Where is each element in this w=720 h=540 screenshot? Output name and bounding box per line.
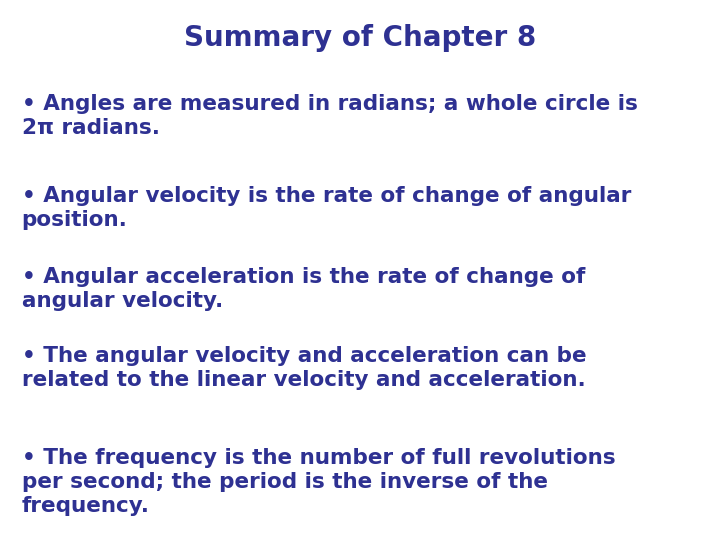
Text: • Angular acceleration is the rate of change of
angular velocity.: • Angular acceleration is the rate of ch…	[22, 267, 585, 311]
Text: • Angular velocity is the rate of change of angular
position.: • Angular velocity is the rate of change…	[22, 186, 631, 230]
Text: Summary of Chapter 8: Summary of Chapter 8	[184, 24, 536, 52]
Text: • Angles are measured in radians; a whole circle is
2π radians.: • Angles are measured in radians; a whol…	[22, 94, 637, 138]
Text: • The angular velocity and acceleration can be
related to the linear velocity an: • The angular velocity and acceleration …	[22, 346, 586, 389]
Text: • The frequency is the number of full revolutions
per second; the period is the : • The frequency is the number of full re…	[22, 448, 615, 516]
